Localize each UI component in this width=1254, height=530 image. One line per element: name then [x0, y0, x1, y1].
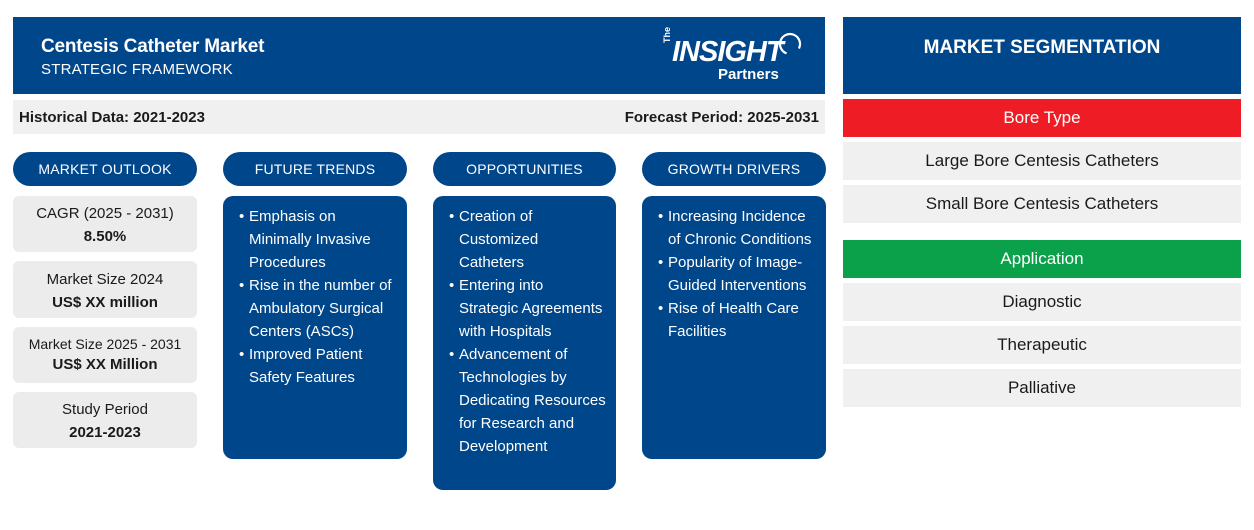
logo-partners-text: Partners [718, 66, 779, 83]
cagr-value: 8.50% [83, 228, 127, 245]
logo-arc-icon [778, 32, 802, 56]
header-banner: Centesis Catheter Market STRATEGIC FRAME… [13, 17, 825, 94]
trend-item: Rise in the number of Ambulatory Surgica… [239, 274, 397, 343]
market-size-2024-value: US$ XX million [52, 294, 158, 311]
market-segmentation-header: MARKET SEGMENTATION [843, 17, 1241, 94]
driver-item: Popularity of Image-Guided Interventions [658, 251, 816, 297]
growth-drivers-card: Increasing Incidence of Chronic Conditio… [642, 196, 826, 459]
segment-item-diagnostic: Diagnostic [843, 283, 1241, 321]
segment-item-palliative: Palliative [843, 369, 1241, 407]
driver-item: Rise of Health Care Facilities [658, 297, 816, 343]
opportunity-item: Entering into Strategic Agreements with … [449, 274, 606, 343]
opportunity-item: Creation of Customized Catheters [449, 205, 606, 274]
market-size-forecast-box: Market Size 2025 - 2031 US$ XX Million [13, 327, 197, 383]
segment-category-application: Application [843, 240, 1241, 278]
market-size-forecast-label: Market Size 2025 - 2031 [28, 336, 182, 352]
report-subtitle: STRATEGIC FRAMEWORK [41, 61, 233, 78]
market-size-2024-box: Market Size 2024 US$ XX million [13, 261, 197, 318]
report-title: Centesis Catheter Market [41, 36, 265, 57]
forecast-period: Forecast Period: 2025-2031 [624, 109, 819, 126]
trend-item: Improved Patient Safety Features [239, 343, 397, 389]
opportunities-card: Creation of Customized Catheters Enterin… [433, 196, 616, 490]
study-period-value: 2021-2023 [69, 424, 141, 441]
insight-partners-logo: The INSIGHT Partners [658, 26, 803, 85]
historical-period: Historical Data: 2021-2023 [19, 109, 205, 126]
logo-the-text: The [662, 26, 672, 43]
segment-item-large-bore: Large Bore Centesis Catheters [843, 142, 1241, 180]
market-size-forecast-value: US$ XX Million [52, 356, 158, 373]
opportunities-header: OPPORTUNITIES [433, 152, 616, 186]
study-period-box: Study Period 2021-2023 [13, 392, 197, 448]
cagr-box: CAGR (2025 - 2031) 8.50% [13, 196, 197, 252]
segment-category-bore-type: Bore Type [843, 99, 1241, 137]
segment-item-therapeutic: Therapeutic [843, 326, 1241, 364]
opportunity-item: Advancement of Technologies by Dedicatin… [449, 343, 606, 458]
cagr-label: CAGR (2025 - 2031) [36, 205, 174, 222]
future-trends-card: Emphasis on Minimally Invasive Procedure… [223, 196, 407, 459]
period-bar: Historical Data: 2021-2023 Forecast Peri… [13, 100, 825, 134]
market-outlook-header: MARKET OUTLOOK [13, 152, 197, 186]
driver-item: Increasing Incidence of Chronic Conditio… [658, 205, 816, 251]
future-trends-header: FUTURE TRENDS [223, 152, 407, 186]
growth-drivers-header: GROWTH DRIVERS [642, 152, 826, 186]
logo-insight-text: INSIGHT [672, 36, 784, 68]
market-size-2024-label: Market Size 2024 [46, 271, 164, 288]
study-period-label: Study Period [62, 401, 148, 418]
segment-item-small-bore: Small Bore Centesis Catheters [843, 185, 1241, 223]
trend-item: Emphasis on Minimally Invasive Procedure… [239, 205, 397, 274]
